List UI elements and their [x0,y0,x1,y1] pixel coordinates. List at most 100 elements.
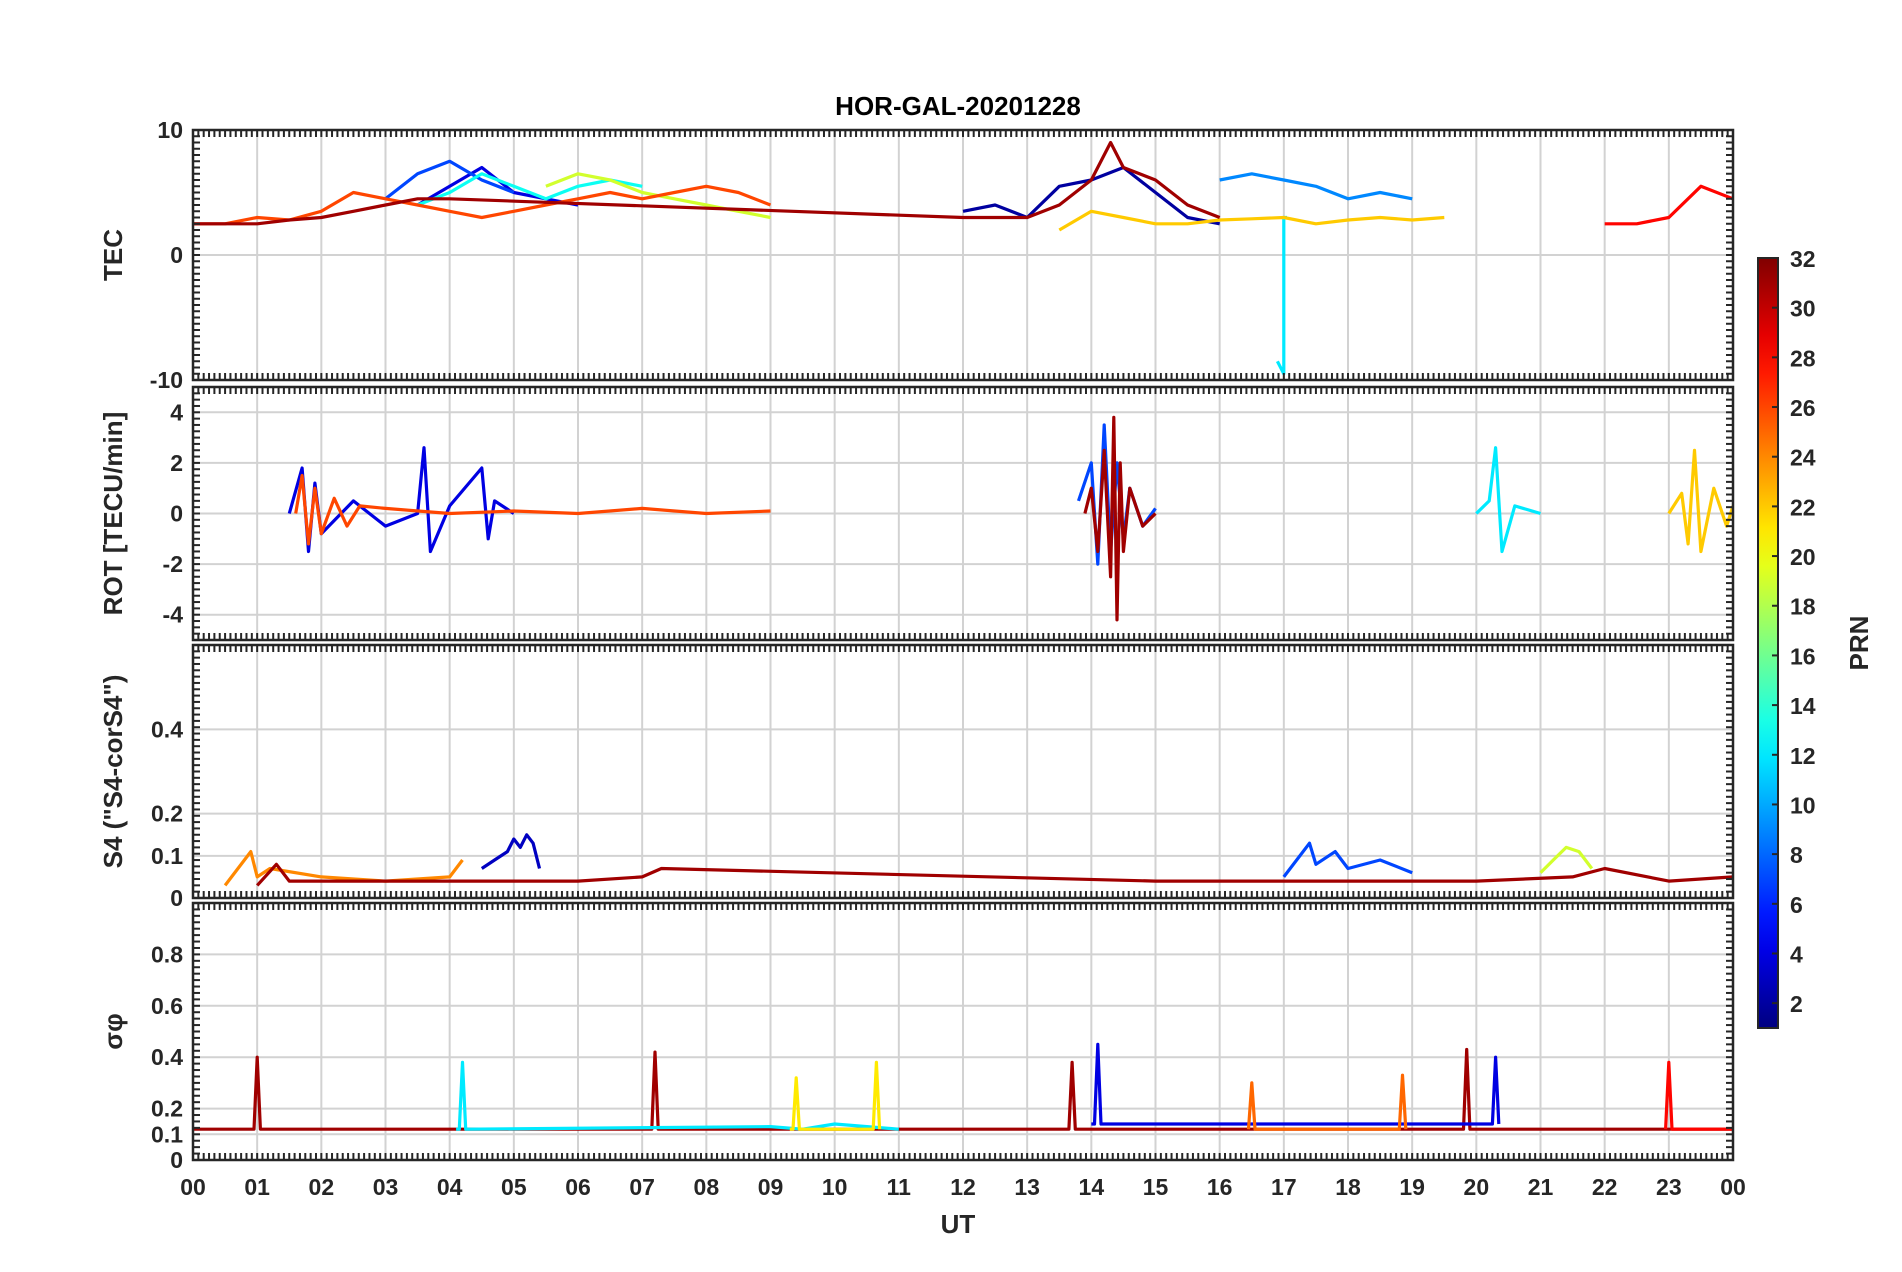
x-tick-label: 21 [1528,1174,1554,1200]
colorbar-tick-label: 10 [1790,792,1816,818]
x-tick-label: 03 [373,1174,399,1200]
tec-series-prn-22 [1058,209,1445,232]
colorbar-label: PRN [1844,616,1874,671]
colorbar-gradient [1757,257,1779,1029]
tec-axes-box [191,128,1735,382]
x-tick-label: 14 [1079,1174,1105,1200]
sigma_phi-ytick-label: 0.8 [151,941,183,967]
rot-series-prn-31 [1083,415,1157,622]
sigma_phi-series-prn-28 [1664,1060,1733,1131]
x-tick-label: 01 [244,1174,270,1200]
rot-axes-box [191,385,1735,642]
x-tick-label: 04 [437,1174,463,1200]
x-tick-label: 11 [887,1174,912,1200]
rot-series-prn-26 [294,473,771,546]
x-tick-label: 15 [1143,1174,1169,1200]
s4-ytick-label: 0.1 [151,843,183,869]
s4-series-prn-31 [256,862,1733,887]
x-tick-label: 23 [1656,1174,1682,1200]
colorbar-tick-label: 14 [1790,693,1816,719]
rot-ytick-label: 0 [170,501,183,527]
x-tick-label: 18 [1335,1174,1361,1200]
sigma_phi-ytick-label: 0.6 [151,993,183,1019]
tec-ytick-label: -10 [150,367,183,393]
colorbar-tick-label: 4 [1790,941,1803,967]
sigma_phi-ytick-label: 0.1 [151,1121,183,1147]
colorbar-tick-label: 32 [1790,246,1816,272]
x-tick-labels: 00 01 02 03 04 05 06 07 08 09 10 11 12 13 14 15 16 17 18 19… [180,1174,1746,1200]
rot-ytick-label: 2 [170,450,183,476]
panel-s4: 0 0.1 0.2 0.4 S4 ("S4-corS4") [98,643,1735,911]
s4-series-prn-24 [223,849,464,887]
colorbar-tick-label: 6 [1790,892,1803,918]
panel-tec: -10 0 10 TEC [98,117,1735,393]
s4-series-prn-3 [480,833,542,870]
sigma_phi-series-prn-25 [1246,1073,1408,1131]
rot-ytick-label: -2 [163,551,183,577]
colorbar-tick-label: 12 [1790,743,1816,769]
panel-sigma_phi: 00.10.2 0.4 0.6 0.8 σφ [98,901,1735,1173]
sigma_phi-ytick-label: 0.2 [151,1096,183,1122]
x-tick-label: 16 [1207,1174,1233,1200]
panel-rot: -4 -2 0 2 4 ROT [TECU/min] [98,385,1735,642]
x-tick-label: 05 [501,1174,527,1200]
colorbar-tick-label: 24 [1790,445,1816,471]
rot-series-prn-22 [1667,448,1733,554]
x-tick-label: 17 [1271,1174,1297,1200]
x-tick-label: 13 [1014,1174,1040,1200]
sigma_phi-series-prn-31 [193,1047,1733,1131]
s4-series [223,833,1733,887]
sigma_phi-ytick-label: 0.4 [151,1044,183,1070]
x-tick-label: 12 [950,1174,976,1200]
colorbar-tick-label: 22 [1790,494,1816,520]
tec-series-prn-13 [417,172,643,207]
s4-axes-box [191,643,1735,900]
s4-ytick-label: 0.2 [151,801,183,827]
x-tick-label: 00 [180,1174,206,1200]
x-tick-label: 08 [694,1174,720,1200]
sigma_phi-series [193,1042,1733,1131]
tec-y-axis-label: TEC [98,229,128,281]
x-tick-label: 06 [565,1174,591,1200]
colorbar-tick-label: 20 [1790,544,1816,570]
colorbar-tick-label: 30 [1790,296,1816,322]
sigma_phi-series-prn-4 [1091,1042,1501,1126]
sigma_phi-series-prn-21 [789,1060,882,1131]
sigma_phi-ytick-label: 0 [170,1147,183,1173]
tec-series-prn-9 [1219,172,1413,201]
s4-ytick-label: 0.4 [151,716,183,742]
x-tick-label: 22 [1592,1174,1618,1200]
x-tick-label: 00 [1720,1174,1746,1200]
colorbar-tick-label: 28 [1790,345,1816,371]
tec-series-prn-7 [384,159,515,201]
s4-y-axis-label: S4 ("S4-corS4") [98,675,128,869]
chart-title: HOR-GAL-20201228 [835,91,1081,121]
colorbar-tick-label: 16 [1790,643,1816,669]
rot-ytick-label: 4 [170,399,183,425]
s4-series-prn-19 [1539,845,1594,874]
tec-ytick-label: 0 [170,242,183,268]
colorbar-tick-label: 2 [1790,991,1803,1017]
x-tick-label: 09 [758,1174,784,1200]
x-tick-label: 19 [1399,1174,1425,1200]
colorbar-tick-label: 26 [1790,395,1816,421]
sigma_phi-axes-box [191,901,1735,1162]
colorbar-tick-label: 8 [1790,842,1803,868]
rot-series [287,415,1733,622]
rot-y-axis-label: ROT [TECU/min] [98,412,128,616]
x-axis-label: UT [941,1209,976,1239]
sigma_phi-y-axis-label: σφ [98,1013,128,1049]
tec-series-prn-31 [193,140,1221,226]
x-tick-label: 07 [629,1174,655,1200]
x-tick-label: 20 [1464,1174,1490,1200]
x-tick-label: 02 [309,1174,335,1200]
x-tick-label: 10 [822,1174,848,1200]
tec-series [193,140,1733,376]
s4-series-prn-7 [1282,841,1413,878]
rot-series-prn-12 [1475,446,1541,554]
tec-series-prn-28 [1604,184,1733,226]
rot-ytick-label: -4 [163,602,184,628]
sigma_phi-series-prn-12 [456,1060,899,1131]
